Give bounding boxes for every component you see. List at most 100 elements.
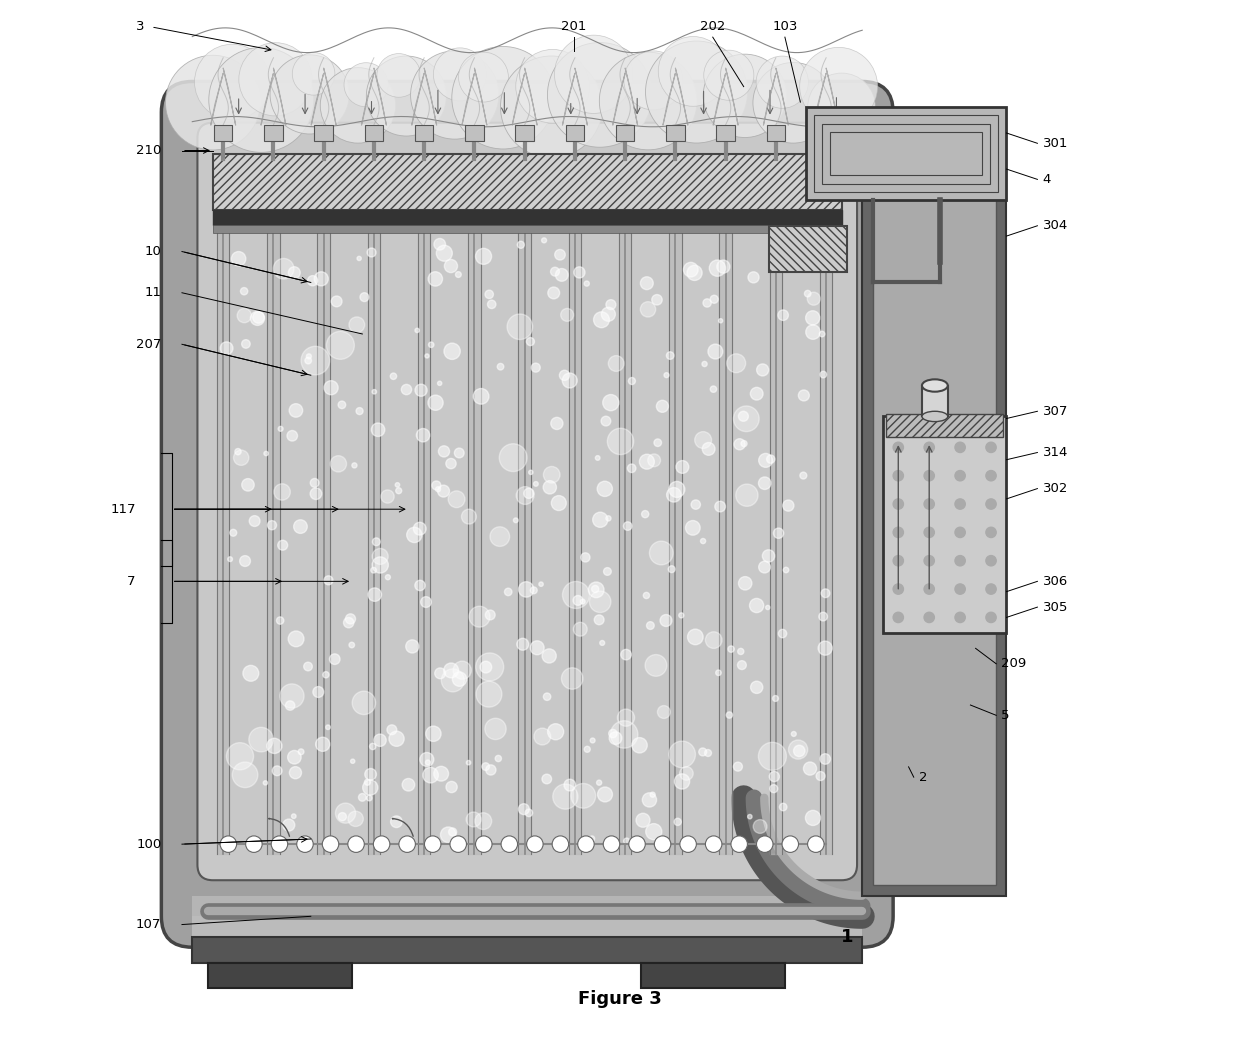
Circle shape: [739, 577, 751, 590]
Circle shape: [301, 346, 330, 375]
Circle shape: [326, 331, 355, 359]
Circle shape: [806, 311, 820, 325]
Circle shape: [805, 290, 811, 297]
Circle shape: [501, 56, 603, 158]
Circle shape: [694, 431, 712, 449]
Circle shape: [667, 487, 681, 502]
Circle shape: [347, 836, 365, 852]
Circle shape: [595, 456, 600, 460]
Circle shape: [386, 575, 391, 580]
Bar: [885, 415, 1003, 437]
Circle shape: [331, 296, 342, 307]
Circle shape: [640, 276, 653, 290]
Text: 209: 209: [1002, 658, 1027, 670]
Circle shape: [986, 471, 996, 481]
Circle shape: [924, 471, 935, 481]
Text: 304: 304: [1043, 219, 1068, 233]
Circle shape: [678, 613, 684, 618]
Circle shape: [246, 836, 262, 852]
Circle shape: [594, 615, 604, 624]
Circle shape: [680, 767, 693, 780]
Circle shape: [543, 481, 557, 494]
Bar: [365, 125, 383, 141]
Circle shape: [441, 669, 464, 692]
Circle shape: [601, 417, 611, 426]
Text: 210: 210: [136, 144, 161, 157]
Circle shape: [482, 763, 490, 770]
Circle shape: [727, 353, 745, 373]
Circle shape: [955, 556, 965, 566]
Circle shape: [556, 268, 568, 282]
Circle shape: [366, 56, 446, 136]
Circle shape: [624, 838, 630, 844]
Circle shape: [308, 275, 317, 286]
Circle shape: [632, 738, 647, 753]
Circle shape: [296, 836, 314, 852]
Circle shape: [800, 48, 878, 126]
Circle shape: [644, 592, 650, 598]
Circle shape: [769, 771, 780, 781]
FancyBboxPatch shape: [161, 81, 893, 948]
Circle shape: [818, 641, 832, 656]
Text: 10: 10: [145, 245, 161, 258]
Circle shape: [336, 803, 356, 823]
Circle shape: [391, 373, 397, 379]
Circle shape: [658, 36, 728, 106]
Circle shape: [756, 836, 773, 852]
Circle shape: [820, 371, 827, 378]
Circle shape: [893, 527, 904, 537]
Circle shape: [629, 836, 645, 852]
Circle shape: [450, 836, 466, 852]
Circle shape: [410, 51, 498, 139]
Circle shape: [683, 262, 698, 277]
Circle shape: [542, 238, 547, 243]
Circle shape: [475, 812, 492, 829]
Circle shape: [533, 481, 538, 486]
Text: 3: 3: [135, 21, 144, 33]
Circle shape: [466, 761, 471, 765]
Circle shape: [604, 567, 611, 576]
Circle shape: [480, 661, 492, 673]
Bar: [822, 124, 990, 184]
Circle shape: [727, 712, 733, 718]
Circle shape: [640, 301, 656, 317]
Circle shape: [596, 780, 601, 785]
Circle shape: [777, 310, 789, 320]
Circle shape: [435, 668, 445, 678]
Bar: [315, 125, 334, 141]
Circle shape: [554, 249, 565, 260]
Circle shape: [590, 738, 595, 743]
Bar: [264, 125, 283, 141]
Circle shape: [454, 448, 464, 458]
Text: 5: 5: [1002, 709, 1009, 722]
Circle shape: [749, 598, 764, 613]
Circle shape: [239, 43, 312, 116]
Circle shape: [675, 774, 689, 789]
Circle shape: [487, 300, 496, 309]
Circle shape: [986, 499, 996, 509]
Circle shape: [924, 499, 935, 509]
Circle shape: [485, 610, 495, 620]
Circle shape: [428, 395, 443, 410]
Bar: [831, 132, 982, 176]
Circle shape: [455, 271, 461, 277]
Bar: [516, 125, 534, 141]
Circle shape: [589, 836, 595, 842]
Circle shape: [444, 663, 459, 677]
Text: 207: 207: [136, 338, 161, 351]
Circle shape: [289, 267, 300, 278]
Circle shape: [486, 765, 496, 775]
Circle shape: [358, 794, 366, 801]
Circle shape: [291, 814, 296, 819]
Circle shape: [986, 556, 996, 566]
Circle shape: [570, 783, 595, 808]
Circle shape: [653, 438, 661, 447]
Circle shape: [759, 742, 786, 770]
Bar: [806, 107, 1007, 199]
Circle shape: [820, 753, 831, 765]
Circle shape: [715, 670, 722, 675]
Circle shape: [283, 819, 295, 831]
Circle shape: [316, 738, 330, 751]
Circle shape: [609, 355, 624, 371]
Bar: [415, 125, 434, 141]
